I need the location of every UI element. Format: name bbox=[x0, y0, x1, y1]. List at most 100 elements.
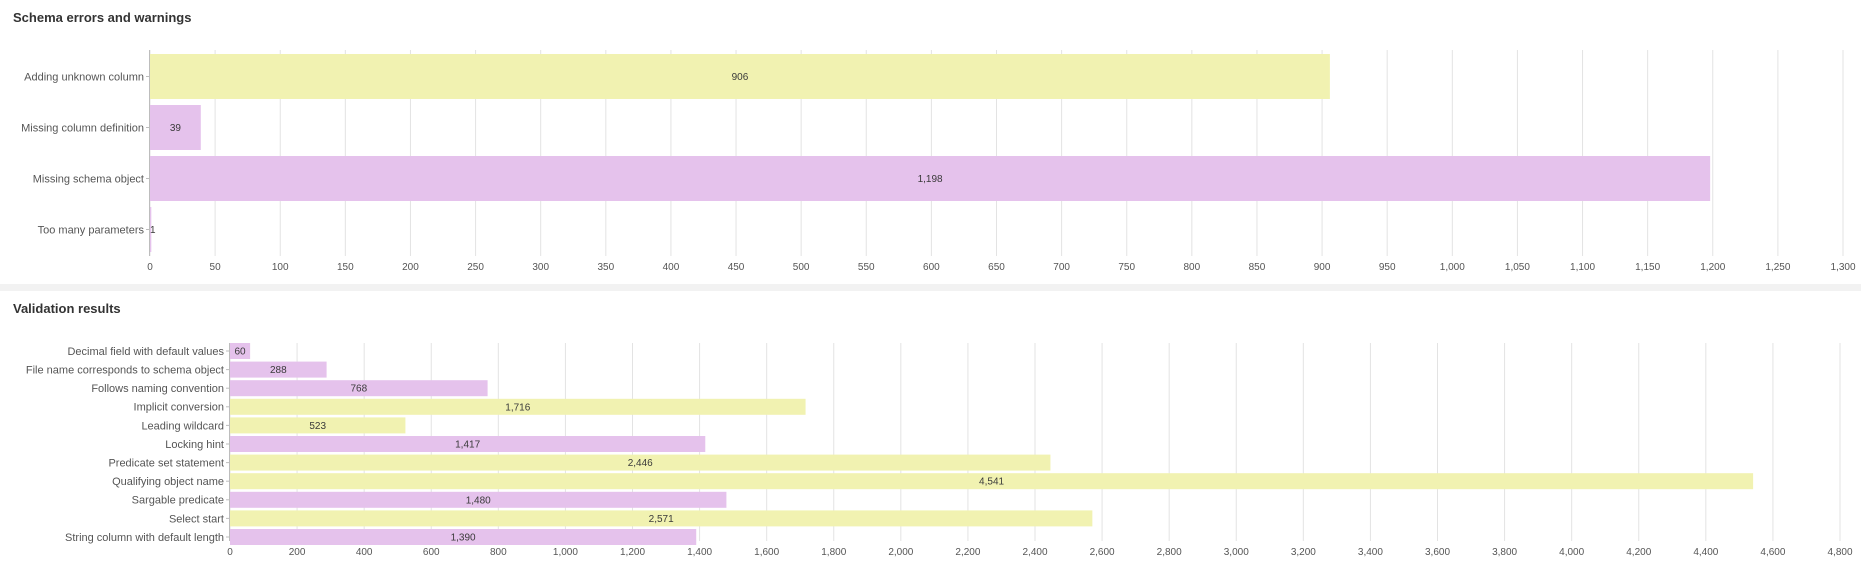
bar-value-label: 906 bbox=[732, 72, 749, 83]
bar-value-label: 1,198 bbox=[918, 174, 943, 185]
bar bbox=[230, 454, 1051, 471]
validation-results-panel: Validation results 0 200 400 600 800 1,000 1,2… bbox=[0, 291, 1861, 573]
category-label: Predicate set statement bbox=[108, 457, 224, 469]
category-label: String column with default length bbox=[65, 532, 224, 544]
bar bbox=[230, 491, 727, 508]
bar-value-label: 288 bbox=[270, 365, 287, 376]
x-tick-label: 1,050 bbox=[1505, 262, 1530, 273]
x-tick-label: 3,400 bbox=[1358, 547, 1383, 558]
x-tick-label: 800 bbox=[1184, 262, 1201, 273]
bar bbox=[230, 529, 697, 545]
x-tick-label: 3,000 bbox=[1224, 547, 1249, 558]
category-label: Sargable predicate bbox=[132, 495, 224, 507]
bar-value-label: 2,571 bbox=[649, 514, 674, 525]
bar-value-label: 768 bbox=[350, 384, 367, 395]
bar bbox=[150, 156, 1711, 201]
bar-value-label: 2,446 bbox=[628, 458, 653, 469]
x-tick-label: 4,600 bbox=[1760, 547, 1785, 558]
x-tick-label: 0 bbox=[227, 547, 233, 558]
category-label: Implicit conversion bbox=[134, 402, 224, 414]
x-tick-label: 400 bbox=[663, 262, 680, 273]
bar bbox=[230, 510, 1093, 527]
x-tick-label: 1,100 bbox=[1570, 262, 1595, 273]
schema-errors-panel: Schema errors and warnings 0 50 100 150 200 2… bbox=[0, 0, 1861, 284]
x-tick-label: 550 bbox=[858, 262, 875, 273]
x-tick-label: 400 bbox=[356, 547, 373, 558]
bar bbox=[150, 54, 1330, 99]
bar bbox=[230, 398, 806, 415]
x-tick-label: 2,600 bbox=[1090, 547, 1115, 558]
x-tick-label: 200 bbox=[289, 547, 306, 558]
x-tick-label: 1,300 bbox=[1830, 262, 1855, 273]
x-tick-label: 4,800 bbox=[1827, 547, 1852, 558]
x-tick-label: 2,400 bbox=[1022, 547, 1047, 558]
bar-value-label: 1,716 bbox=[505, 402, 530, 413]
x-tick-label: 2,200 bbox=[955, 547, 980, 558]
x-tick-label: 600 bbox=[923, 262, 940, 273]
x-tick-label: 1,200 bbox=[1700, 262, 1725, 273]
bar bbox=[150, 105, 201, 150]
bar-value-label: 39 bbox=[170, 123, 182, 134]
category-label: Select start bbox=[169, 513, 224, 525]
x-tick-label: 1,150 bbox=[1635, 262, 1660, 273]
category-label: Missing schema object bbox=[33, 173, 144, 185]
x-tick-label: 50 bbox=[210, 262, 222, 273]
x-tick-label: 650 bbox=[988, 262, 1005, 273]
x-tick-label: 350 bbox=[597, 262, 614, 273]
bar-value-label: 523 bbox=[309, 421, 326, 432]
x-tick-label: 750 bbox=[1118, 262, 1135, 273]
bar bbox=[230, 343, 251, 359]
x-tick-label: 1,600 bbox=[754, 547, 779, 558]
x-tick-label: 200 bbox=[402, 262, 419, 273]
category-label: Missing column definition bbox=[21, 122, 144, 134]
x-tick-label: 700 bbox=[1053, 262, 1070, 273]
bar bbox=[230, 380, 488, 397]
category-label: Locking hint bbox=[165, 439, 224, 451]
x-tick-label: 800 bbox=[490, 547, 507, 558]
x-tick-label: 900 bbox=[1314, 262, 1331, 273]
x-tick-label: 1,400 bbox=[687, 547, 712, 558]
x-tick-label: 500 bbox=[793, 262, 810, 273]
x-tick-label: 1,000 bbox=[553, 547, 578, 558]
category-label: Too many parameters bbox=[38, 224, 145, 236]
bar-value-label: 1,480 bbox=[466, 495, 491, 506]
x-tick-label: 600 bbox=[423, 547, 440, 558]
x-tick-label: 250 bbox=[467, 262, 484, 273]
x-tick-label: 3,600 bbox=[1425, 547, 1450, 558]
bar bbox=[230, 473, 1754, 490]
bar bbox=[230, 361, 327, 378]
category-label: Follows naming convention bbox=[91, 383, 224, 395]
x-tick-label: 4,200 bbox=[1626, 547, 1651, 558]
x-tick-label: 100 bbox=[272, 262, 289, 273]
x-tick-label: 2,000 bbox=[888, 547, 913, 558]
category-label: Decimal field with default values bbox=[67, 346, 224, 358]
x-tick-label: 0 bbox=[147, 262, 153, 273]
x-tick-label: 300 bbox=[532, 262, 549, 273]
x-tick-label: 4,400 bbox=[1693, 547, 1718, 558]
bar-value-label: 1 bbox=[150, 225, 156, 236]
bar-value-label: 60 bbox=[235, 347, 247, 358]
x-tick-label: 950 bbox=[1379, 262, 1396, 273]
category-label: Leading wildcard bbox=[141, 420, 224, 432]
x-tick-label: 150 bbox=[337, 262, 354, 273]
x-tick-label: 4,000 bbox=[1559, 547, 1584, 558]
bar-value-label: 4,541 bbox=[979, 477, 1004, 488]
category-label: Qualifying object name bbox=[112, 476, 224, 488]
x-tick-label: 1,200 bbox=[620, 547, 645, 558]
validation-results-title: Validation results bbox=[13, 301, 121, 316]
x-tick-label: 850 bbox=[1249, 262, 1266, 273]
x-tick-label: 2,800 bbox=[1157, 547, 1182, 558]
bar-value-label: 1,417 bbox=[455, 440, 480, 451]
x-tick-label: 3,800 bbox=[1492, 547, 1517, 558]
schema-errors-chart: 0 50 100 150 200 250 300 350 400 450 500 550 600 650 7… bbox=[21, 50, 1856, 273]
category-label: Adding unknown column bbox=[24, 71, 144, 83]
bar bbox=[230, 417, 406, 434]
x-tick-label: 1,000 bbox=[1440, 262, 1465, 273]
validation-results-chart: 0 200 400 600 800 1,000 1,200 1,400 1,600 1,800 2,… bbox=[26, 343, 1853, 558]
bar bbox=[150, 207, 152, 252]
category-label: File name corresponds to schema object bbox=[26, 364, 224, 376]
bar bbox=[230, 436, 706, 452]
x-tick-label: 450 bbox=[728, 262, 745, 273]
schema-errors-title: Schema errors and warnings bbox=[13, 10, 192, 25]
x-tick-label: 1,250 bbox=[1765, 262, 1790, 273]
